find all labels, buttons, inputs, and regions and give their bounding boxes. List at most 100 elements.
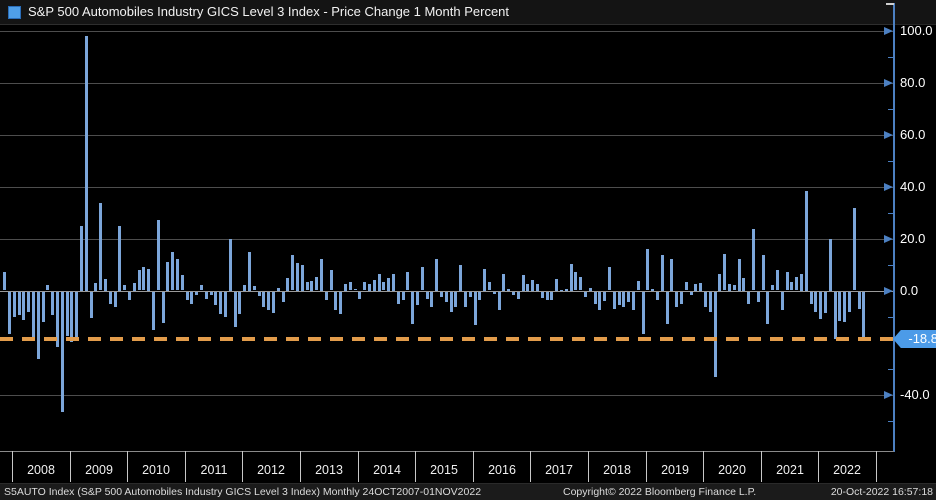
year-label: 2015: [430, 463, 458, 477]
bar: [84, 36, 88, 291]
bar: [478, 292, 482, 300]
bar: [252, 286, 256, 290]
bar: [51, 292, 55, 315]
year-tick: [300, 451, 301, 482]
bar: [406, 272, 410, 290]
bar: [516, 292, 520, 299]
bar: [123, 285, 127, 290]
bar: [310, 281, 314, 291]
gridline: [0, 239, 893, 240]
bar: [344, 284, 347, 291]
bar: [488, 282, 491, 290]
bar: [56, 292, 59, 347]
bar: [814, 292, 818, 312]
bar: [852, 208, 856, 290]
y-tick-arrow-icon: [884, 235, 893, 243]
y-tick-arrow-icon: [884, 131, 893, 139]
bar: [526, 284, 530, 291]
bar: [435, 259, 439, 291]
bar: [579, 277, 583, 290]
bar: [732, 285, 736, 290]
year-tick: [703, 451, 704, 482]
bar: [113, 292, 117, 307]
bar: [99, 203, 103, 290]
y-axis-top-tick: [886, 3, 894, 5]
bar: [219, 292, 223, 314]
series-legend-swatch-icon[interactable]: [8, 6, 21, 19]
bar: [819, 292, 823, 319]
bar: [564, 289, 568, 291]
bar: [176, 259, 179, 290]
y-tick-label: 0.0: [900, 283, 919, 298]
bar: [483, 269, 487, 291]
y-minor-tick: [888, 369, 894, 370]
bar: [209, 292, 213, 295]
year-label: 2014: [373, 463, 401, 477]
gridline: [0, 31, 893, 32]
bar: [641, 292, 645, 334]
bar: [17, 292, 21, 315]
bar: [392, 274, 395, 291]
bar: [300, 265, 304, 291]
bar: [233, 292, 237, 327]
bar: [142, 267, 146, 290]
bar: [416, 292, 419, 305]
bar: [665, 292, 669, 324]
bar: [828, 239, 832, 291]
bar: [3, 272, 7, 290]
bar: [848, 292, 851, 312]
plot-area[interactable]: [0, 24, 894, 452]
bar: [238, 292, 242, 314]
status-security-info: S5AUTO Index (S&P 500 Automobiles Indust…: [4, 486, 482, 498]
gridline: [0, 291, 893, 292]
bar: [12, 292, 16, 317]
bar: [420, 267, 424, 290]
bar: [334, 292, 338, 310]
bar: [612, 292, 616, 309]
bar: [824, 292, 827, 313]
bar: [60, 292, 64, 412]
bar: [622, 292, 626, 307]
year-label: 2019: [661, 463, 689, 477]
bar: [708, 292, 712, 312]
bar: [680, 292, 683, 304]
y-tick-label: 100.0: [900, 23, 933, 38]
bar: [689, 292, 693, 295]
bar: [430, 292, 434, 307]
y-minor-tick: [888, 57, 894, 58]
plot-top-border: [0, 24, 894, 25]
y-minor-tick: [888, 161, 894, 162]
year-tick: [12, 451, 13, 482]
bar: [646, 249, 650, 290]
bar: [737, 259, 741, 291]
bar: [156, 220, 160, 290]
gridline: [0, 83, 893, 84]
y-tick-label: 80.0: [900, 75, 926, 90]
year-label: 2012: [257, 463, 285, 477]
year-label: 2017: [545, 463, 573, 477]
year-tick: [358, 451, 359, 482]
bar: [272, 292, 275, 313]
bar: [27, 292, 31, 312]
bar: [248, 252, 251, 291]
gridline: [0, 395, 893, 396]
year-tick: [242, 451, 243, 482]
bar: [512, 292, 515, 295]
year-tick: [530, 451, 531, 482]
bar: [651, 289, 655, 291]
bar: [147, 269, 151, 291]
bar: [497, 292, 501, 310]
y-axis-line: [893, 3, 895, 452]
bar: [560, 290, 563, 291]
bar: [137, 270, 141, 290]
year-tick: [473, 451, 474, 482]
bar: [180, 275, 184, 290]
bar: [492, 292, 496, 294]
bar: [809, 292, 813, 304]
bar: [411, 292, 415, 324]
bar: [603, 292, 607, 301]
year-tick: [818, 451, 819, 482]
bar: [675, 292, 679, 307]
bar: [377, 274, 381, 291]
